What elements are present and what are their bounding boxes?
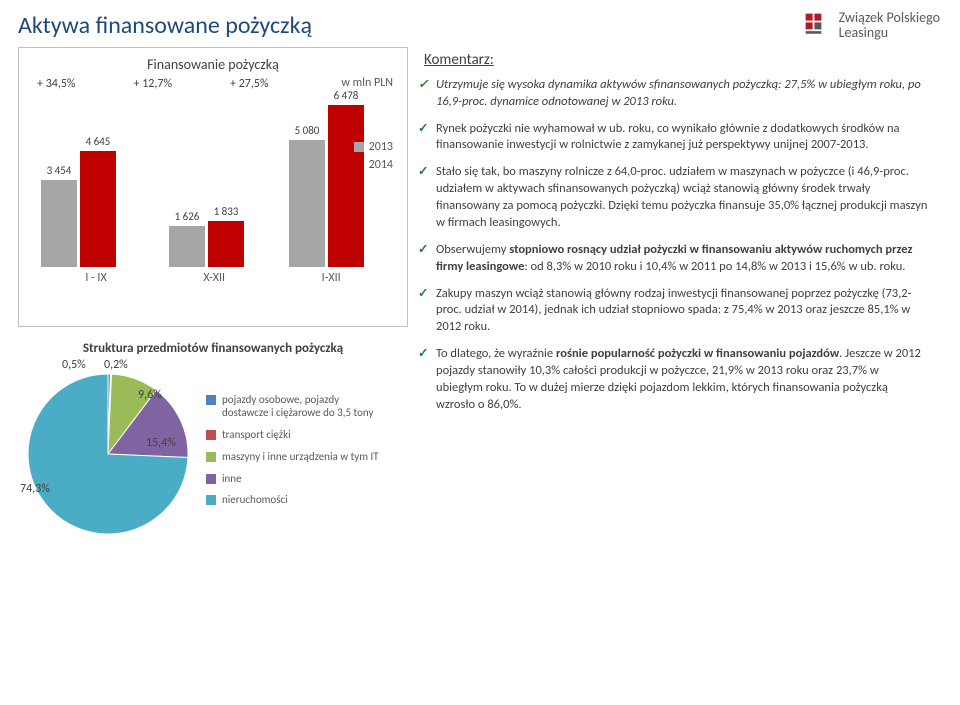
pie-legend-label: maszyny i inne urządzenia w tym IT	[222, 450, 379, 464]
comment-title: Komentarz:	[424, 51, 928, 69]
bar-value-label: 6 478	[328, 89, 364, 102]
pie-legend-row: maszyny i inne urządzenia w tym IT	[206, 450, 382, 464]
pie-legend-swatch	[206, 395, 216, 405]
legend-label-2014: 2014	[369, 158, 393, 172]
legend-label-2013: 2013	[369, 140, 393, 154]
annot-1: + 12,7%	[134, 77, 173, 91]
bar: 6 478	[328, 105, 364, 267]
pie-legend-label: pojazdy osobowe, pojazdy dostawcze i cię…	[222, 393, 382, 421]
bar-chart-title: Finansowanie pożyczką	[29, 56, 397, 73]
pie-legend-swatch	[206, 452, 216, 462]
bar: 3 454	[41, 180, 77, 266]
pie-chart: 0,5%0,2%9,6%15,4%74,3%	[18, 364, 198, 544]
pie-percent-label: 9,6%	[138, 388, 162, 402]
pie-legend-swatch	[206, 495, 216, 505]
pie-legend-row: transport ciężki	[206, 428, 382, 442]
bar: 1 833	[208, 221, 244, 267]
annot-0: + 34,5%	[37, 77, 76, 91]
bar-value-label: 3 454	[41, 164, 77, 177]
bar: 1 626	[169, 226, 205, 267]
bar-chart-area: 3 4544 6451 6261 8335 0806 478	[29, 97, 397, 267]
x-label-2: I-XII	[322, 271, 341, 285]
pie-legend-swatch	[206, 430, 216, 440]
bar: 5 080	[289, 140, 325, 267]
pie-percent-label: 74,3%	[20, 482, 50, 496]
org-name-l1: Związek Polskiego	[839, 10, 940, 25]
pie-title: Struktura przedmiotów finansowanych poży…	[18, 341, 408, 356]
x-label-1: X-XII	[203, 271, 225, 285]
annot-2: + 27,5%	[230, 77, 269, 91]
comment-bullet: Obserwujemy stopniowo rosnący udział poż…	[418, 242, 928, 276]
bar-value-label: 5 080	[289, 124, 325, 137]
pie-legend-label: nieruchomości	[222, 493, 288, 507]
comment-bullet: Utrzymuje się wysoka dynamika aktywów sf…	[418, 77, 928, 111]
comment-list: Utrzymuje się wysoka dynamika aktywów sf…	[418, 77, 928, 414]
pie-legend-label: transport ciężki	[222, 428, 291, 442]
pie-percent-label: 0,5%	[62, 358, 86, 372]
legend-sw-2014	[354, 160, 364, 170]
pie-percent-label: 0,2%	[104, 358, 128, 372]
org-name-l2: Leasingu	[839, 25, 940, 40]
bar-value-label: 1 833	[208, 205, 244, 218]
bar-chart-unit: w mln PLN	[341, 76, 393, 90]
comment-bullet: To dlatego, że wyraźnie rośnie popularno…	[418, 346, 928, 414]
bar-legend: 2013 2014	[354, 140, 393, 176]
pie-legend-swatch	[206, 474, 216, 484]
comment-bullet: Rynek pożyczki nie wyhamował w ub. roku,…	[418, 121, 928, 155]
bar: 4 645	[80, 151, 116, 267]
bar-chart-panel: Finansowanie pożyczką w mln PLN + 34,5% …	[18, 47, 408, 327]
pie-legend-row: inne	[206, 472, 382, 486]
pie-legend-row: nieruchomości	[206, 493, 382, 507]
bar-value-label: 1 626	[169, 210, 205, 223]
org-logo-icon	[803, 11, 831, 39]
comment-bullet: Stało się tak, bo maszyny rolnicze z 64,…	[418, 164, 928, 232]
pie-percent-label: 15,4%	[146, 436, 176, 450]
pie-legend-row: pojazdy osobowe, pojazdy dostawcze i cię…	[206, 393, 382, 421]
x-label-0: I - IX	[85, 271, 106, 285]
legend-sw-2013	[354, 142, 364, 152]
page-title: Aktywa finansowane pożyczką	[18, 11, 312, 40]
org-logo-block: Związek Polskiego Leasingu	[803, 10, 940, 41]
comment-bullet: Zakupy maszyn wciąż stanowią główny rodz…	[418, 286, 928, 337]
pie-legend: pojazdy osobowe, pojazdy dostawcze i cię…	[206, 393, 382, 516]
bar-value-label: 4 645	[80, 135, 116, 148]
pie-legend-label: inne	[222, 472, 242, 486]
